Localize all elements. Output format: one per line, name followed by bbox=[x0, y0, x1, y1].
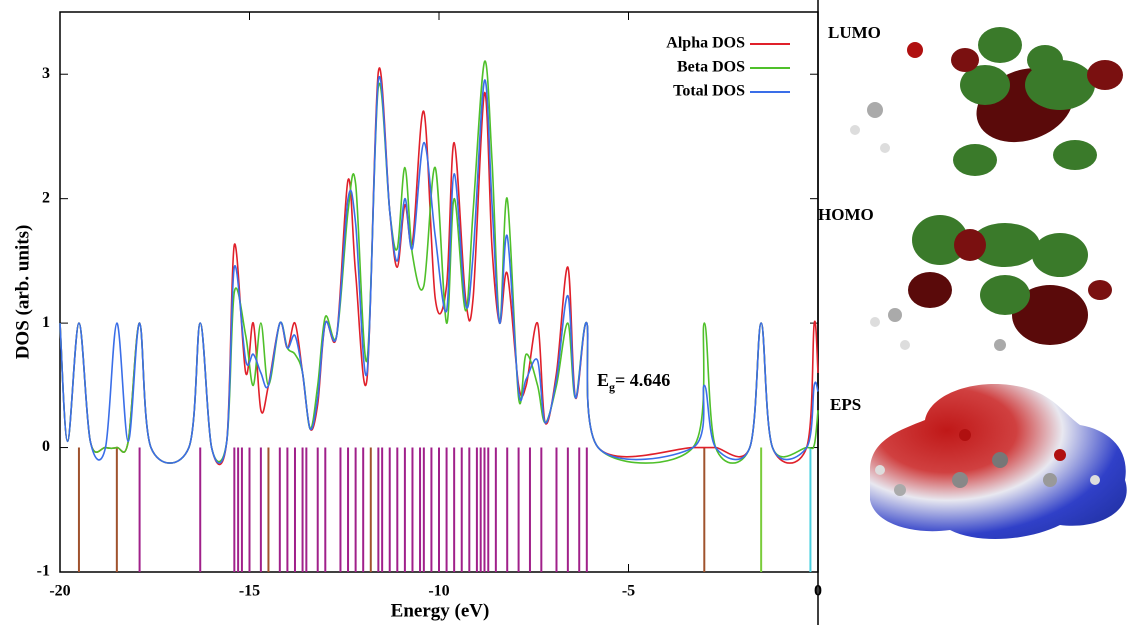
y-tick-label: -1 bbox=[37, 563, 50, 580]
eps-image bbox=[870, 384, 1127, 540]
y-axis-label: DOS (arb. units) bbox=[12, 225, 33, 360]
legend-label: Alpha DOS bbox=[666, 35, 745, 52]
x-axis-label: Energy (eV) bbox=[391, 600, 490, 621]
panel-label: LUMO bbox=[828, 23, 881, 42]
molecule-images bbox=[850, 27, 1127, 540]
y-tick-label: 0 bbox=[42, 438, 50, 455]
x-tick-label: 0 bbox=[814, 583, 822, 600]
homo-image bbox=[870, 215, 1112, 351]
x-tick-label: -10 bbox=[428, 583, 449, 600]
panel-label: HOMO bbox=[818, 205, 874, 224]
y-tick-label: 1 bbox=[42, 314, 50, 331]
lumo-image bbox=[850, 27, 1123, 176]
legend-label: Beta DOS bbox=[677, 59, 745, 76]
dos-line bbox=[59, 76, 819, 464]
annotation: Eg= 4.646 bbox=[597, 370, 670, 394]
panel-label: EPS bbox=[830, 395, 861, 414]
x-tick-label: -20 bbox=[49, 583, 70, 600]
y-tick-label: 2 bbox=[42, 189, 50, 206]
x-tick-label: -15 bbox=[239, 583, 260, 600]
y-tick-label: 3 bbox=[42, 65, 50, 82]
x-tick-label: -5 bbox=[622, 583, 635, 600]
legend-label: Total DOS bbox=[673, 83, 745, 100]
